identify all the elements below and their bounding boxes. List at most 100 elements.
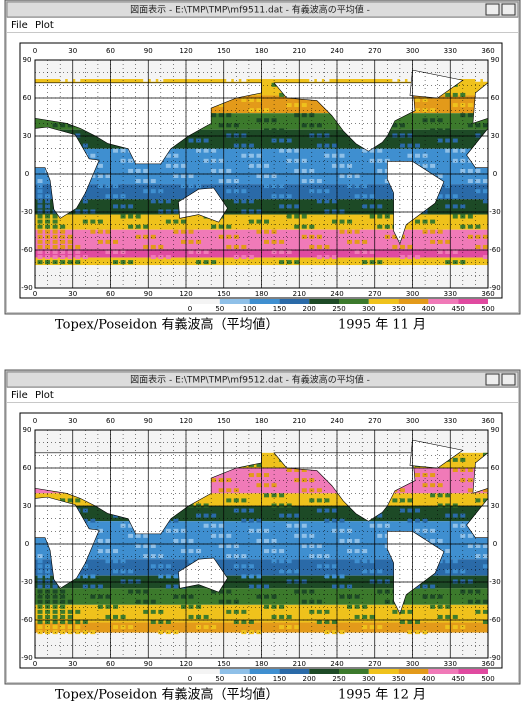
wave-cell (173, 650, 179, 655)
wave-cell (301, 158, 307, 163)
colorbar-label: 300 (362, 675, 375, 683)
wave-cell (271, 128, 277, 133)
wave-cell (67, 77, 73, 82)
wave-cell (407, 255, 413, 260)
wave-cell (143, 189, 149, 194)
wave-cell (407, 265, 413, 270)
wave-cell (467, 123, 473, 128)
wave-cell (377, 513, 383, 518)
wave-cell (294, 635, 300, 640)
wave-cell (331, 199, 337, 204)
wave-cell (173, 528, 179, 533)
wave-cell (135, 544, 141, 548)
wave-cell (135, 599, 141, 604)
wave-cell (233, 123, 239, 128)
wave-cell (377, 589, 383, 594)
wave-cell (377, 224, 383, 229)
menu-item[interactable]: File (11, 20, 28, 31)
x-tick-label: 120 (179, 417, 192, 425)
wave-cell (331, 163, 337, 168)
wave-cell (60, 625, 66, 630)
wave-cell (339, 174, 345, 178)
wave-cell (75, 260, 81, 265)
wave-cell (256, 108, 262, 113)
wave-cell (301, 488, 307, 493)
wave-cell (460, 579, 466, 584)
wave-cell (241, 244, 247, 249)
wave-cell (90, 594, 96, 599)
wave-cell (241, 199, 247, 204)
wave-cell (218, 270, 224, 275)
wave-cell (286, 625, 292, 630)
colorbar-label: 450 (452, 305, 465, 313)
window-button[interactable] (501, 3, 516, 16)
wave-cell (165, 584, 171, 589)
wave-cell (369, 260, 375, 265)
menu-item[interactable]: File (11, 390, 28, 401)
wave-cell (211, 158, 217, 163)
wave-cell (399, 442, 405, 447)
land (178, 557, 228, 593)
wave-cell (407, 77, 413, 82)
wave-cell (173, 630, 179, 635)
wave-cell (75, 635, 81, 640)
wave-cell (354, 174, 360, 178)
wave-cell (150, 544, 156, 548)
wave-cell (407, 498, 413, 503)
wave-cell (60, 599, 66, 604)
x-tick-label: 30 (68, 47, 77, 55)
wave-cell (226, 498, 232, 503)
wave-cell (369, 194, 375, 199)
x-tick-label: 180 (255, 47, 268, 55)
x-tick-label: 0 (33, 47, 37, 55)
window-button[interactable] (501, 373, 516, 386)
wave-cell (452, 468, 458, 472)
wave-cell (143, 589, 149, 594)
wave-cell (196, 503, 202, 508)
wave-cell (188, 559, 194, 564)
wave-cell (445, 569, 451, 574)
wave-cell (82, 199, 88, 204)
wave-cell (437, 174, 443, 178)
colorbar-segment (458, 299, 488, 304)
wave-cell (248, 108, 254, 113)
wave-cell (256, 483, 262, 488)
wave-cell (60, 244, 66, 249)
wave-cell (90, 574, 96, 579)
x-tick-label: 120 (179, 660, 192, 668)
wave-cell (271, 538, 277, 543)
wave-cell (294, 468, 300, 472)
window-button[interactable] (485, 3, 500, 16)
wave-cell (279, 614, 285, 619)
wave-cell (377, 569, 383, 574)
wave-cell (399, 498, 405, 503)
menu-item[interactable]: Plot (35, 390, 54, 401)
y-tick-label: -90 (489, 284, 500, 292)
colorbar-segment (458, 669, 488, 674)
wave-cell (97, 275, 103, 280)
wave-cell (165, 574, 171, 579)
wave-cell (52, 584, 58, 589)
x-tick-label: 270 (368, 290, 381, 298)
window-button[interactable] (485, 373, 500, 386)
wave-cell (347, 549, 353, 554)
colorbar-segment (428, 669, 459, 674)
wave-cell (294, 103, 300, 108)
wave-cell (60, 123, 66, 128)
wave-cell (264, 640, 270, 645)
menu-item[interactable]: Plot (35, 20, 54, 31)
wave-cell (407, 518, 413, 523)
wave-cell (422, 265, 428, 270)
wave-cell (309, 168, 315, 173)
x-tick-label: 30 (68, 417, 77, 425)
wave-cell (286, 194, 292, 199)
x-tick-label: 120 (179, 47, 192, 55)
y-tick-label: -30 (21, 208, 32, 216)
wave-cell (331, 584, 337, 589)
wave-cell (97, 229, 103, 234)
wave-cell (264, 584, 270, 589)
wave-cell (37, 609, 43, 614)
wave-cell (75, 133, 81, 138)
wave-cell (135, 645, 141, 650)
wave-cell (226, 478, 232, 483)
